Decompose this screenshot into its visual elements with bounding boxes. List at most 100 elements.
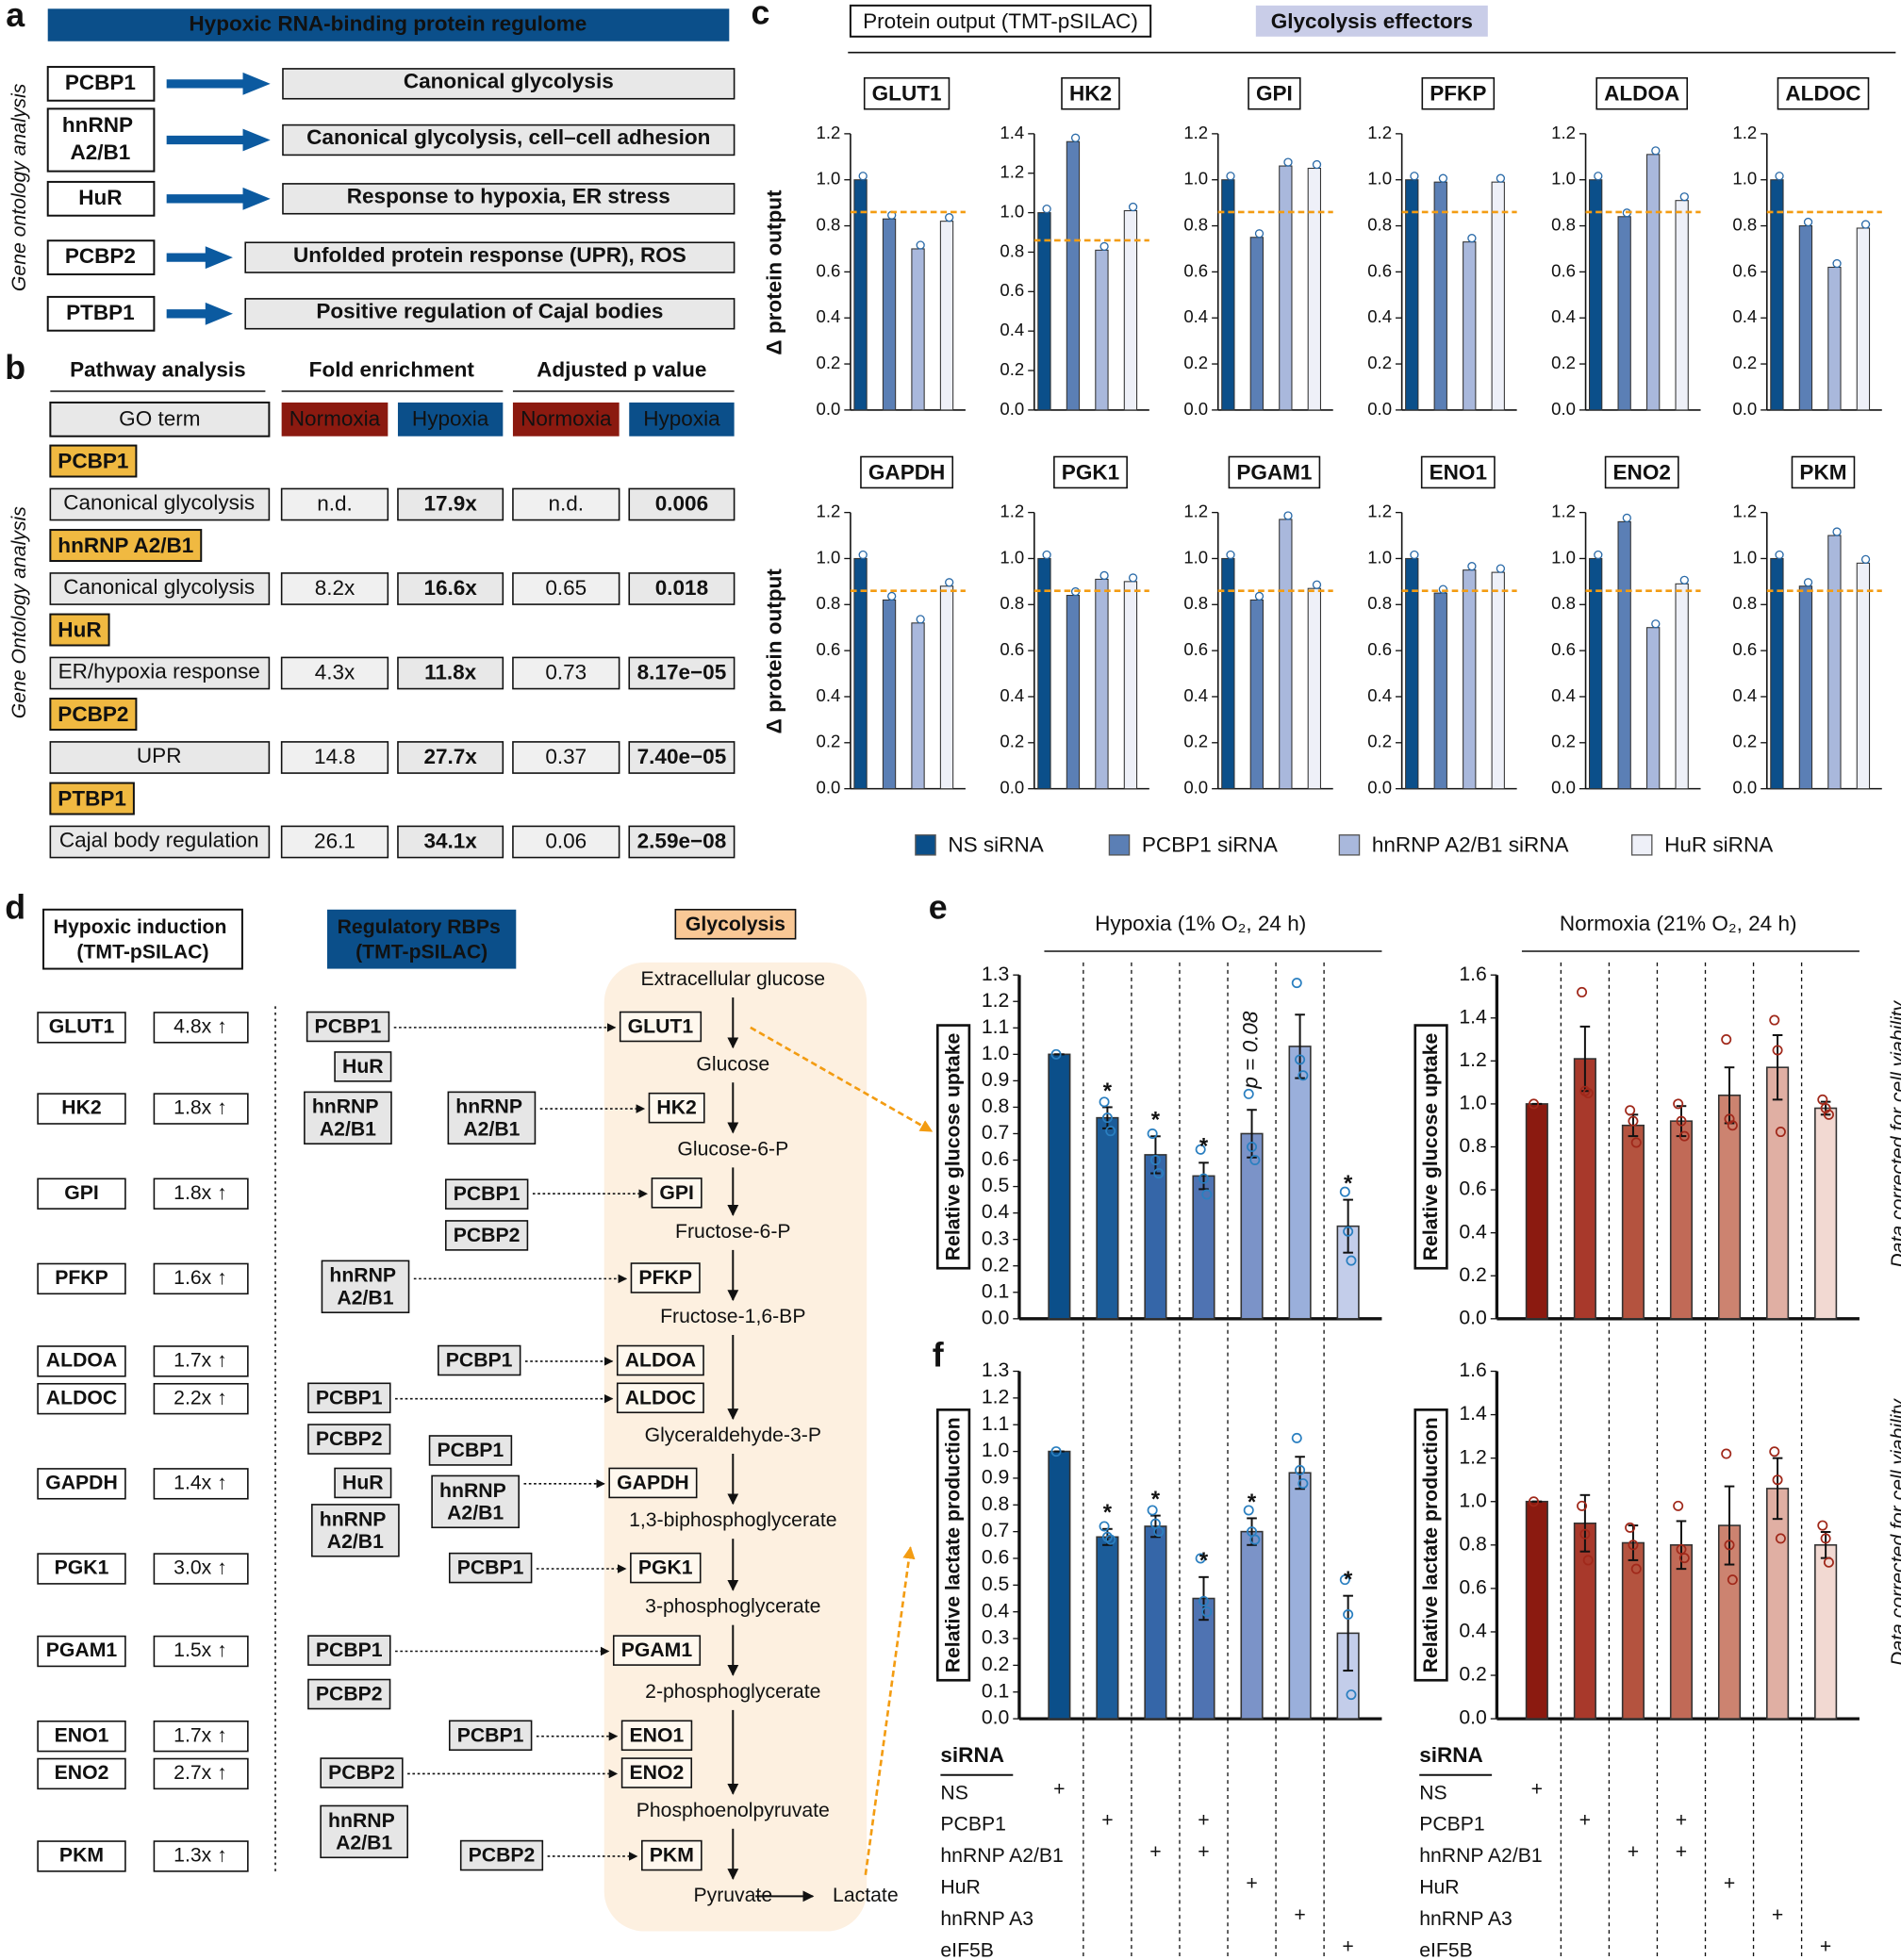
y-axis-label: Δ protein output xyxy=(762,189,785,355)
y-tick-label: 1.0 xyxy=(1183,169,1208,189)
value-box xyxy=(628,572,736,605)
bar xyxy=(853,179,868,411)
value-box xyxy=(512,825,620,859)
y-tick-label: 1.2 xyxy=(982,990,1009,1012)
annotation: * xyxy=(1103,1079,1113,1104)
chart-title: ALDOA xyxy=(1604,82,1679,106)
sirna-mark: + xyxy=(1628,1841,1639,1863)
legend-label: NS siRNA xyxy=(948,833,1043,857)
bar xyxy=(1144,1525,1167,1720)
bar xyxy=(1249,237,1265,411)
gene-name: ALDOA xyxy=(46,1350,117,1372)
value-box xyxy=(628,741,736,774)
bar xyxy=(1240,1530,1264,1720)
enzyme-box xyxy=(620,1757,693,1788)
enzyme-name: ALDOA xyxy=(625,1350,696,1372)
y-tick-label: 0.0 xyxy=(982,1707,1009,1729)
rbp-box xyxy=(307,1382,391,1414)
replicate-point xyxy=(1775,1127,1786,1138)
text-line: A2/B1 xyxy=(337,1287,393,1309)
bar-cap xyxy=(1226,172,1235,181)
replicate-point xyxy=(1099,1521,1110,1532)
sirna-mark: + xyxy=(1676,1841,1687,1863)
gene-name: GAPDH xyxy=(45,1472,118,1493)
bar xyxy=(1288,1046,1312,1320)
y-tick-label: 1.2 xyxy=(1459,1049,1486,1071)
fold-change: 1.8x ↑ xyxy=(174,1097,227,1119)
y-tick-label: 1.2 xyxy=(1367,123,1392,142)
value-box xyxy=(628,487,736,521)
text-line: hnRNP xyxy=(329,1264,401,1286)
replicate-point xyxy=(1105,1534,1116,1545)
text-line: hnRNP xyxy=(439,1479,511,1501)
enzyme-box xyxy=(616,1344,704,1376)
text-line: Regulatory RBPs xyxy=(338,915,506,937)
rbp-name: hnRNP A2/B1 xyxy=(329,1264,401,1309)
metabolite: Extracellular glucose xyxy=(640,968,825,990)
y-label-box xyxy=(1413,1024,1448,1270)
replicate-point xyxy=(1673,1500,1684,1511)
replicate-point xyxy=(1582,1088,1594,1099)
bar-cap xyxy=(1775,172,1784,181)
gene-name: HK2 xyxy=(61,1097,101,1119)
rbp-box xyxy=(307,1424,391,1455)
replicate-point xyxy=(1201,1189,1213,1200)
protein-label-box xyxy=(49,529,203,563)
go-term: UPR xyxy=(137,744,182,767)
y-tick-label: 1.0 xyxy=(982,1043,1009,1064)
y-label-box xyxy=(1413,1408,1448,1682)
bar xyxy=(1433,181,1447,411)
bar-cap xyxy=(1312,580,1322,589)
bar xyxy=(1279,165,1293,411)
protein-label: PCBP1 xyxy=(58,450,128,473)
y-tick-label: 0.3 xyxy=(982,1627,1009,1649)
bar-cap xyxy=(1594,172,1603,181)
replicate-point xyxy=(1147,1128,1158,1139)
text-line: hnRNP xyxy=(455,1095,527,1117)
fold-change: 1.6x ↑ xyxy=(174,1267,227,1289)
replicate-point xyxy=(1823,1109,1834,1120)
go-term: Unfolded protein response (UPR), ROS xyxy=(293,243,686,267)
replicate-point xyxy=(1201,1606,1213,1618)
value-cell: 8.2x xyxy=(315,576,355,600)
y-tick-label: 1.0 xyxy=(817,169,841,189)
text-line: (TMT-pSILAC) xyxy=(355,941,488,963)
rbp-name: HuR xyxy=(342,1472,384,1493)
y-label-box xyxy=(935,1408,971,1682)
metabolite: Glyceraldehyde-3-P xyxy=(645,1425,821,1446)
table-header: siRNA xyxy=(940,1743,1004,1767)
replicate-point xyxy=(1628,1115,1639,1127)
title-box xyxy=(863,76,950,110)
y-tick-label: 0.8 xyxy=(817,214,841,234)
replicate-point xyxy=(1249,1155,1261,1166)
sirna-name: HuR xyxy=(1419,1877,1459,1899)
y-tick-label: 0.4 xyxy=(1000,320,1024,339)
title-box xyxy=(1420,455,1496,489)
header-box xyxy=(42,908,243,970)
value-box xyxy=(397,656,504,690)
bar xyxy=(882,599,897,790)
y-tick-label: 1.0 xyxy=(1000,201,1024,221)
fold-change: 1.8x ↑ xyxy=(174,1182,227,1204)
replicate-point xyxy=(1721,1034,1732,1046)
y-tick-label: 1.2 xyxy=(817,502,841,521)
bar xyxy=(1645,627,1661,790)
bar xyxy=(1814,1107,1838,1320)
value-box xyxy=(512,572,620,605)
bar xyxy=(1288,1472,1312,1720)
protein-box xyxy=(46,65,156,102)
bar xyxy=(1096,1116,1119,1320)
gene-box xyxy=(37,1553,126,1585)
value-cell: 11.8x xyxy=(424,661,477,684)
annotation: * xyxy=(1344,1567,1353,1592)
y-tick-label: 1.2 xyxy=(1732,123,1757,142)
sirna-name: hnRNP A2/B1 xyxy=(1419,1845,1542,1867)
gene-box xyxy=(37,1382,126,1415)
bar-cap xyxy=(1226,550,1235,560)
y-tick-label: 0.8 xyxy=(1551,214,1576,234)
bar xyxy=(1066,594,1081,790)
legend-swatch xyxy=(1338,834,1361,856)
gene-box xyxy=(37,1262,126,1295)
y-tick-label: 0.2 xyxy=(1459,1264,1486,1286)
